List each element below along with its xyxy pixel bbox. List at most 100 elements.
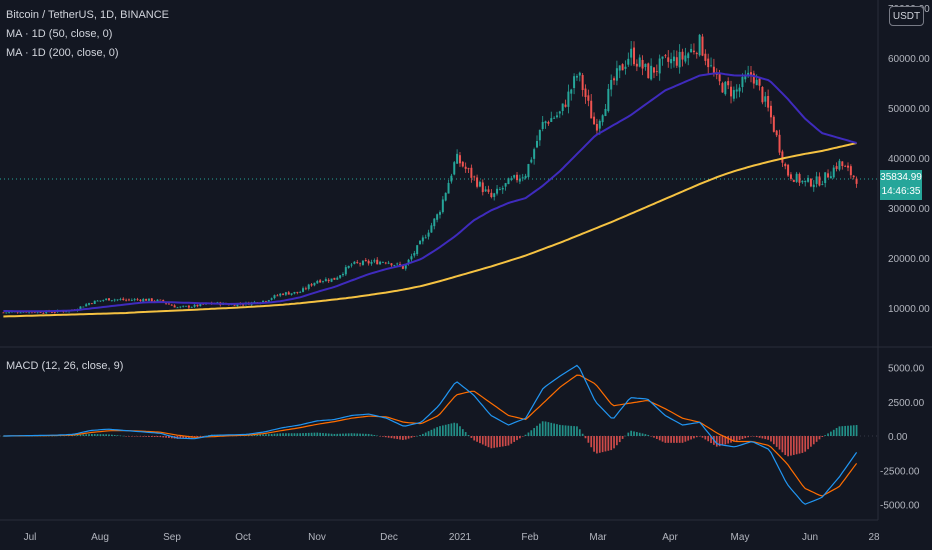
candle-body (650, 65, 653, 80)
candle-body (755, 79, 758, 86)
candle-body (678, 51, 681, 68)
candle-body (304, 288, 307, 290)
histogram-bar (550, 422, 553, 436)
ma200-legend[interactable]: MA · 1D (200, close, 0) (6, 47, 119, 59)
candle-body (784, 163, 787, 167)
candle-body (704, 53, 707, 61)
histogram-bar (653, 436, 655, 438)
histogram-bar (410, 436, 413, 438)
histogram-bar (493, 436, 496, 448)
time-tick-label: Jul (24, 532, 37, 543)
candle-body (156, 299, 159, 302)
ma50-line[interactable] (3, 72, 857, 313)
histogram-bar (644, 434, 647, 436)
histogram-bar (384, 436, 387, 438)
histogram-bar (444, 424, 447, 436)
candle-body (436, 214, 439, 220)
ma200-line[interactable] (3, 142, 857, 318)
candle-body (470, 167, 473, 178)
price-tick-label: 30000.00 (888, 204, 930, 215)
candle-body (507, 178, 510, 185)
histogram-bar (313, 432, 316, 436)
histogram-bar (370, 434, 373, 436)
candle-body (633, 47, 636, 65)
candle-body (618, 65, 621, 71)
candle-body (496, 188, 499, 194)
histogram-bar (299, 433, 302, 436)
candle-body (296, 291, 299, 293)
candle-body (855, 178, 858, 184)
histogram-bar (153, 436, 156, 437)
signal-line[interactable] (3, 374, 858, 497)
candle-body (844, 166, 847, 168)
histogram-bar (148, 436, 150, 437)
candle-body (125, 299, 128, 301)
histogram-bar (336, 433, 339, 436)
histogram-bar (139, 436, 142, 437)
candle-body (53, 312, 56, 313)
macd-tick-label: 5000.00 (888, 364, 925, 375)
histogram-bar (330, 433, 333, 436)
histogram-bar (767, 436, 769, 440)
time-tick-label: 28 (868, 532, 880, 543)
histogram-bar (125, 436, 127, 437)
macd-axis-labels: 5000.00 2500.00 0.00 -2500.00 -5000.00 (880, 364, 925, 512)
histogram-bar (613, 436, 615, 449)
macd-line[interactable] (3, 364, 858, 505)
candle-body (441, 199, 444, 213)
candle-body (421, 237, 424, 242)
candle-body (327, 279, 330, 282)
histogram-bar (339, 433, 341, 436)
candles-series[interactable] (2, 33, 858, 314)
histogram-bar (801, 436, 804, 453)
histogram-bar (353, 433, 356, 436)
candle-body (555, 115, 558, 118)
histogram-bar (690, 436, 692, 440)
time-tick-label: Oct (235, 532, 251, 543)
candle-body (396, 263, 399, 265)
time-tick-label: Apr (662, 532, 678, 543)
histogram-bar (364, 433, 367, 436)
price-tick-label: 10000.00 (888, 304, 930, 315)
histogram-bar (105, 434, 108, 436)
candle-body (322, 281, 324, 282)
macd-legend[interactable]: MACD (12, 26, close, 9) (6, 360, 124, 372)
histogram-bar (202, 436, 205, 437)
currency-button[interactable]: USDT (889, 6, 924, 26)
candle-body (416, 245, 419, 254)
candle-body (575, 76, 578, 78)
candle-body (829, 176, 832, 179)
histogram-bar (824, 435, 827, 436)
histogram-bar (650, 436, 652, 437)
candle-body (524, 175, 527, 179)
macd-tick-label: -2500.00 (880, 466, 920, 477)
candle-body (433, 218, 436, 227)
ma50-legend[interactable]: MA · 1D (50, close, 0) (6, 28, 113, 40)
histogram-bar (307, 432, 310, 436)
histogram-bar (404, 436, 407, 440)
symbol-title[interactable]: Bitcoin / TetherUS, 1D, BINANCE (6, 9, 170, 21)
histogram-bar (76, 434, 79, 436)
candle-body (601, 115, 604, 123)
histogram-bar (439, 426, 441, 436)
histogram-bar (402, 436, 404, 440)
candle-body (744, 76, 747, 80)
candle-body (727, 81, 730, 86)
histogram-bar (293, 433, 296, 436)
candle-body (8, 311, 11, 313)
histogram-bar (795, 436, 798, 455)
histogram-bar (570, 425, 573, 436)
histogram-bar (359, 433, 361, 436)
time-tick-label: Sep (163, 532, 181, 543)
candle-body (536, 140, 538, 148)
histogram-bar (604, 436, 607, 452)
macd-histogram[interactable] (2, 421, 858, 457)
candle-body (330, 278, 333, 282)
candle-body (381, 262, 384, 263)
histogram-bar (259, 434, 262, 436)
candle-body (750, 72, 752, 75)
time-tick-label: Jun (802, 532, 818, 543)
histogram-bar (399, 436, 401, 440)
histogram-bar (96, 434, 99, 436)
